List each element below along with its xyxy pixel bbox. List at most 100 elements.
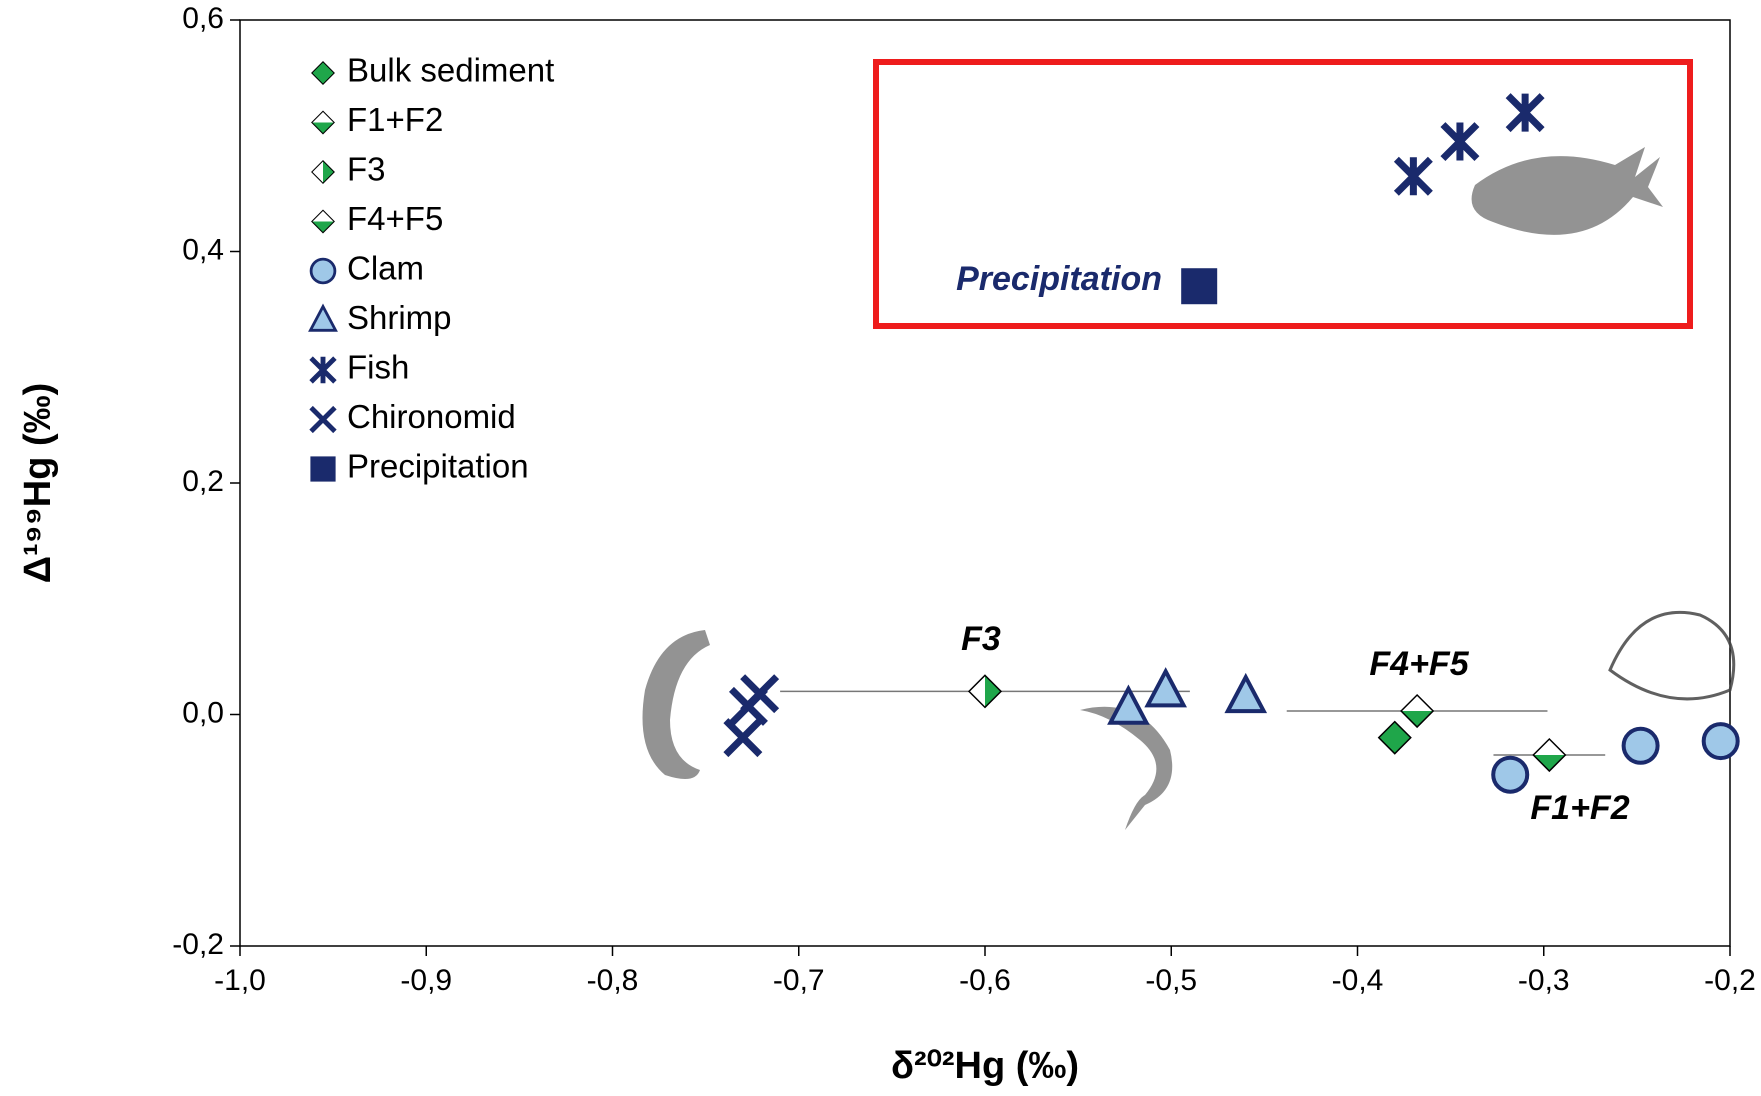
x-tick-label: -0,5 xyxy=(1145,964,1197,997)
point xyxy=(723,718,763,758)
point xyxy=(1400,693,1435,729)
y-tick-label: 0,2 xyxy=(182,465,224,498)
legend-entry: F1+F2 xyxy=(311,101,443,138)
legend-label: Bulk sediment xyxy=(347,52,554,89)
legend-marker xyxy=(308,303,338,332)
diamond-edge xyxy=(311,160,335,184)
point xyxy=(728,686,768,726)
diamond-edge xyxy=(311,209,335,234)
diamond-fill xyxy=(1533,755,1566,772)
legend-symbol xyxy=(311,160,335,184)
point xyxy=(1621,726,1660,765)
diamond-fill xyxy=(985,675,1001,708)
legend-symbol xyxy=(308,303,338,332)
legend-label: F3 xyxy=(347,151,386,188)
diamond-fill xyxy=(311,122,335,134)
legend-entry: Shrimp xyxy=(308,299,452,336)
series xyxy=(1181,268,1218,305)
legend-label: Shrimp xyxy=(347,299,452,336)
legend-entry: Bulk sediment xyxy=(311,52,554,89)
x-tick-label: -1,0 xyxy=(214,964,266,997)
series xyxy=(1491,722,1740,794)
diamond-edge xyxy=(1532,737,1567,773)
point xyxy=(1224,672,1268,714)
legend-entry: Fish xyxy=(309,349,409,386)
series xyxy=(723,674,780,758)
legend-entry: F4+F5 xyxy=(311,200,443,237)
point xyxy=(967,674,1003,709)
chironomid-icon xyxy=(642,630,710,779)
icons xyxy=(642,147,1736,830)
diamond-edge xyxy=(1400,693,1435,729)
legend-entry: Clam xyxy=(309,250,424,287)
legend-symbol xyxy=(311,61,335,85)
highlight-box xyxy=(873,59,1693,329)
legend-label: Chironomid xyxy=(347,398,516,435)
legend-symbol xyxy=(310,456,336,482)
annotation: F3 xyxy=(961,620,1001,658)
clam-icon xyxy=(1608,610,1736,701)
x-tick-label: -0,4 xyxy=(1332,964,1384,997)
legend-marker xyxy=(311,110,335,135)
diamond-edge xyxy=(311,61,335,85)
legend-marker xyxy=(311,160,335,184)
legend-entry: Chironomid xyxy=(309,398,516,435)
series xyxy=(780,674,1190,709)
legend-marker xyxy=(311,209,335,234)
x-tick-label: -0,7 xyxy=(773,964,825,997)
legend-label: F1+F2 xyxy=(347,101,443,138)
point xyxy=(1440,122,1480,162)
x-tick-label: -0,8 xyxy=(587,964,639,997)
shrimp-icon xyxy=(1080,706,1173,830)
annotation: Precipitation xyxy=(956,260,1162,298)
point xyxy=(1491,755,1530,794)
legend-symbol xyxy=(309,405,337,434)
legend-label: Fish xyxy=(347,349,409,386)
x-tick-label: -0,9 xyxy=(400,964,452,997)
series xyxy=(1393,93,1545,196)
legend-symbol xyxy=(311,209,335,234)
diamond-fill xyxy=(323,160,335,184)
series xyxy=(1107,667,1268,725)
point xyxy=(1107,684,1150,725)
legend-entry: F3 xyxy=(311,151,386,188)
legend-label: Clam xyxy=(347,250,424,287)
legend-label: F4+F5 xyxy=(347,200,443,237)
legend-marker xyxy=(309,257,337,285)
legend-symbol xyxy=(311,110,335,135)
diamond-edge xyxy=(1377,720,1412,755)
legend-marker xyxy=(309,356,337,384)
point xyxy=(1144,667,1187,708)
series xyxy=(1377,720,1412,755)
x-axis-title: δ²⁰²Hg (‰) xyxy=(891,1045,1079,1087)
legend-entry: Precipitation xyxy=(310,448,529,485)
point xyxy=(1701,722,1740,761)
x-tick-label: -0,2 xyxy=(1704,964,1756,997)
diamond-fill xyxy=(1378,721,1411,754)
diamond-edge xyxy=(311,110,335,135)
diamond-fill xyxy=(1401,711,1434,728)
point xyxy=(1532,737,1567,773)
legend-marker xyxy=(310,456,336,482)
y-tick-label: 0,0 xyxy=(182,696,224,729)
series xyxy=(1286,693,1548,729)
series xyxy=(1493,737,1606,773)
fish-icon xyxy=(1471,147,1663,235)
legend-marker xyxy=(309,405,337,434)
legend-label: Precipitation xyxy=(347,448,529,485)
diamond-fill xyxy=(311,221,335,233)
annotation: F1+F2 xyxy=(1530,789,1629,827)
diamond-fill xyxy=(311,61,335,85)
y-tick-label: 0,6 xyxy=(182,2,224,35)
y-tick-label: -0,2 xyxy=(172,928,224,961)
x-tick-label: -0,3 xyxy=(1518,964,1570,997)
point xyxy=(1377,720,1412,755)
legend-symbol xyxy=(309,356,337,384)
y-axis-title: Δ¹⁹⁹Hg (‰) xyxy=(17,383,59,584)
point xyxy=(1181,268,1218,305)
point xyxy=(1393,156,1433,196)
diamond-edge xyxy=(967,674,1003,709)
legend-marker xyxy=(311,61,335,85)
legend-symbol xyxy=(309,257,337,285)
